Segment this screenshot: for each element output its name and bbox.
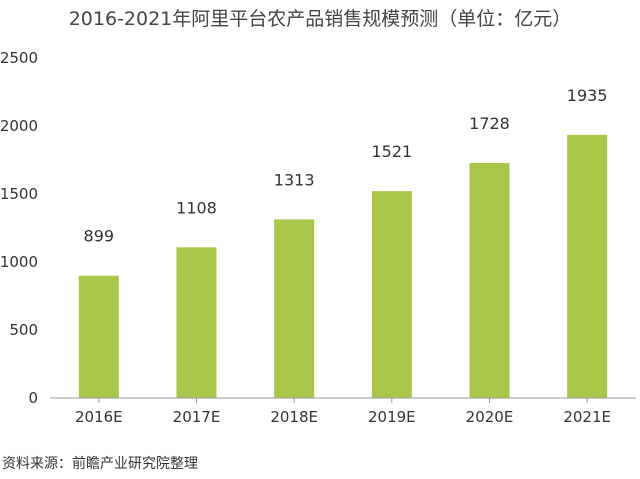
- bars: 899 1108 1313 1521 1728 1935: [78, 86, 608, 398]
- bar: [567, 134, 608, 398]
- y-tick-label: 1500: [0, 185, 38, 203]
- x-tick-label: 2016E: [75, 408, 123, 426]
- y-tick-label: 500: [9, 321, 38, 339]
- bar: [469, 162, 510, 398]
- source-note: 资料来源：前瞻产业研究院整理: [2, 456, 198, 472]
- y-tick-label: 2500: [0, 49, 38, 67]
- x-tick-label: 2017E: [173, 408, 221, 426]
- x-tick-label: 2020E: [466, 408, 514, 426]
- x-tick-label: 2019E: [368, 408, 416, 426]
- data-label: 1313: [274, 170, 315, 189]
- y-tick-label: 1000: [0, 253, 38, 271]
- x-tick-label: 2021E: [563, 408, 611, 426]
- bar: [78, 275, 119, 398]
- bar: [176, 247, 217, 398]
- data-label: 1108: [176, 198, 217, 217]
- y-axis: 0 500 1000 1500 2000 2500: [0, 49, 38, 407]
- y-tick-label: 2000: [0, 117, 38, 135]
- bar: [371, 191, 412, 398]
- bar: [274, 219, 315, 398]
- data-label: 1521: [371, 142, 412, 161]
- chart-title: 2016-2021年阿里平台农产品销售规模预测（单位：亿元）: [68, 8, 572, 30]
- data-label: 1728: [469, 114, 510, 133]
- data-label: 899: [84, 227, 115, 246]
- y-tick-label: 0: [28, 389, 38, 407]
- x-axis: 2016E 2017E 2018E 2019E 2020E 2021E: [50, 397, 636, 426]
- data-label: 1935: [567, 86, 608, 105]
- x-tick-label: 2018E: [270, 408, 318, 426]
